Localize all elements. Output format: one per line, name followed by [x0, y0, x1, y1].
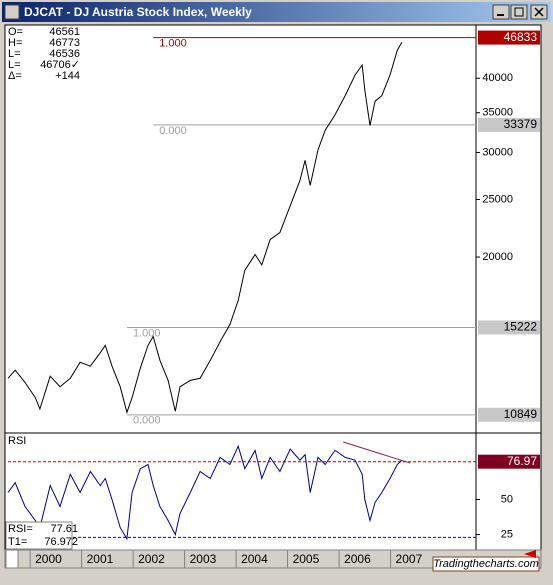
legend-value: 77.61	[50, 523, 78, 535]
rsi-label-box	[478, 454, 540, 469]
price-label-box	[478, 407, 540, 422]
x-tick-label: 2005	[293, 552, 320, 566]
y-tick-label: 25000	[482, 193, 513, 205]
y-tick-label: 40000	[482, 72, 513, 84]
window-icon	[4, 4, 20, 20]
quote-value: 46706✓	[40, 59, 80, 71]
x-tick-label: 2007	[396, 552, 423, 566]
window-buttons[interactable]	[492, 4, 548, 20]
x-tick-label: 2006	[344, 552, 371, 566]
x-tick-label: 2001	[87, 552, 114, 566]
price-label: 10849	[504, 407, 538, 421]
close-icon	[534, 7, 544, 17]
quote-value: +144	[55, 70, 80, 82]
quote-value: 46773	[49, 37, 80, 49]
price-label: 46833	[504, 30, 538, 44]
price-label: 33379	[504, 117, 538, 131]
quote-value: 46561	[49, 26, 80, 38]
legend-label: RSI=	[8, 523, 33, 535]
x-tick-label: 2003	[190, 552, 217, 566]
price-label-box	[478, 117, 540, 132]
series-line	[7, 41, 403, 415]
watermark-box	[432, 556, 540, 572]
price-label: 15222	[504, 320, 538, 334]
y-tick-label: 25	[501, 528, 513, 540]
y-tick-label: 35000	[482, 107, 513, 119]
rsi-label: 76.97	[507, 454, 537, 468]
price-label-box	[478, 30, 540, 45]
legend-value: 76.972	[44, 536, 78, 548]
title-bar	[2, 2, 551, 22]
panel-title: RSI	[8, 435, 26, 447]
watermark: Tradingthecharts.com	[433, 558, 539, 570]
quote-label: O=	[8, 26, 23, 38]
quote-label: H=	[8, 37, 22, 49]
x-axis-bar	[4, 549, 542, 569]
trendline	[343, 441, 411, 464]
quote-value: 46536	[49, 48, 80, 60]
fib-ratio: 1.000	[159, 37, 187, 49]
chart-area	[4, 24, 542, 551]
series-line	[7, 444, 403, 541]
fib-ratio: 0.000	[133, 415, 161, 427]
x-tick-label: 2000	[35, 552, 62, 566]
x-tick-label: 2002	[138, 552, 165, 566]
price-label-box	[478, 320, 540, 335]
window-title: DJCAT - DJ Austria Stock Index, Weekly	[24, 5, 252, 19]
legend-label: T1=	[8, 536, 27, 548]
y-tick-label: 20000	[482, 251, 513, 263]
fib-ratio: 0.000	[159, 125, 187, 137]
legend-box	[5, 521, 73, 550]
maximize-icon	[514, 7, 524, 17]
quote-label: Δ=	[8, 70, 22, 82]
arrow-icon	[524, 550, 536, 558]
fib-ratio: 1.000	[133, 327, 161, 339]
scroll-stub[interactable]	[5, 549, 19, 569]
quote-label: L=	[8, 48, 21, 60]
minimize-button[interactable]	[492, 4, 510, 20]
quote-label: L=	[8, 59, 21, 71]
y-tick-label: 30000	[482, 146, 513, 158]
y-tick-label: 50	[501, 493, 513, 505]
maximize-button[interactable]	[510, 4, 528, 20]
x-tick-label: 2004	[241, 552, 268, 566]
